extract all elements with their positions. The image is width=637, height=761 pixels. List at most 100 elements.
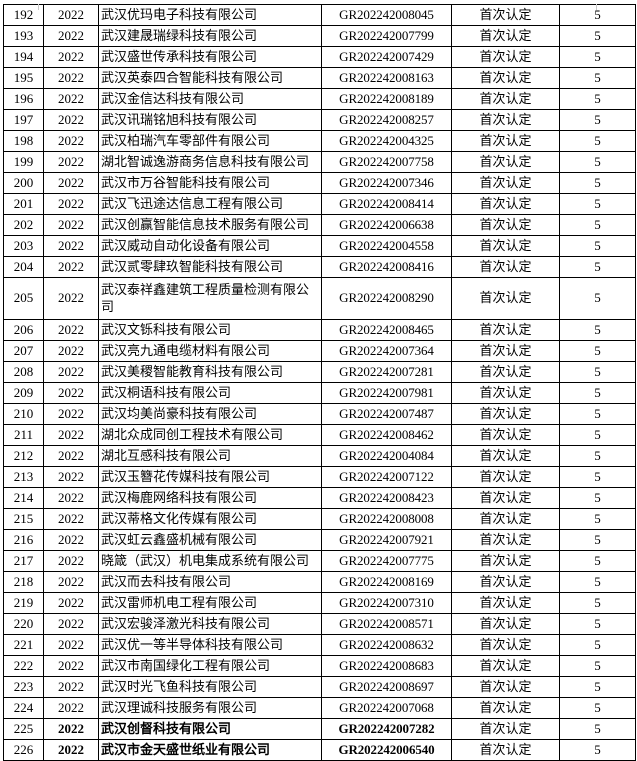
table-row: 214 2022 武汉梅鹿网络科技有限公司 GR202242008423 首次认定 5: [3, 487, 636, 509]
cell-year: 2022: [43, 382, 99, 404]
cell-company-name: 武汉飞迅途达信息工程有限公司: [98, 193, 322, 215]
cell-certification-type: 首次认定: [451, 634, 560, 656]
cell-certification-type: 首次认定: [451, 424, 560, 446]
cell-certificate-number: GR202242007282: [321, 718, 452, 740]
cell-company-name: 武汉亮九通电缆材料有限公司: [98, 340, 322, 362]
cell-certification-type: 首次认定: [451, 277, 560, 320]
cell-certificate-number: GR202242008465: [321, 319, 452, 341]
table-row: 223 2022 武汉时光飞鱼科技有限公司 GR202242008697 首次认定 5: [3, 676, 636, 698]
cell-certificate-number: GR202242007364: [321, 340, 452, 362]
cell-certification-type: 首次认定: [451, 46, 560, 68]
cell-company-name: 湖北智诚逸游商务信息科技有限公司: [98, 151, 322, 173]
cell-sequence-number: 200: [3, 172, 44, 194]
cell-year: 2022: [43, 109, 99, 131]
cell-score: 5: [559, 109, 636, 131]
cell-year: 2022: [43, 529, 99, 551]
cell-certificate-number: GR202242004325: [321, 130, 452, 152]
cell-certification-type: 首次认定: [451, 550, 560, 572]
cell-certificate-number: GR202242008414: [321, 193, 452, 215]
cell-year: 2022: [43, 235, 99, 257]
cell-certification-type: 首次认定: [451, 403, 560, 425]
cell-certification-type: 首次认定: [451, 571, 560, 593]
cell-company-name: 武汉威动自动化设备有限公司: [98, 235, 322, 257]
cell-score: 5: [559, 508, 636, 530]
cell-certificate-number: GR202242006638: [321, 214, 452, 236]
cell-company-name: 湖北互感科技有限公司: [98, 445, 322, 467]
cell-score: 5: [559, 403, 636, 425]
cell-company-name: 晓箴（武汉）机电集成系统有限公司: [98, 550, 322, 572]
cell-certification-type: 首次认定: [451, 193, 560, 215]
table-row: 200 2022 武汉市万谷智能科技有限公司 GR202242007346 首次认定 5: [3, 172, 636, 194]
cell-sequence-number: 192: [3, 4, 44, 26]
cell-certificate-number: GR202242008163: [321, 67, 452, 89]
cell-sequence-number: 218: [3, 571, 44, 593]
cell-certification-type: 首次认定: [451, 340, 560, 362]
page-edge-mark-left: [38, 4, 39, 10]
table-row: 203 2022 武汉威动自动化设备有限公司 GR202242004558 首次认定 5: [3, 235, 636, 257]
cell-certificate-number: GR202242008416: [321, 256, 452, 278]
cell-certification-type: 首次认定: [451, 25, 560, 47]
cell-certification-type: 首次认定: [451, 67, 560, 89]
table-row: 201 2022 武汉飞迅途达信息工程有限公司 GR202242008414 首次认定 5: [3, 193, 636, 215]
table-row: 213 2022 武汉玉簪花传媒科技有限公司 GR202242007122 首次认定 5: [3, 466, 636, 488]
cell-score: 5: [559, 88, 636, 110]
cell-score: 5: [559, 235, 636, 257]
cell-year: 2022: [43, 424, 99, 446]
cell-sequence-number: 220: [3, 613, 44, 635]
cell-company-name: 武汉市金天盛世纸业有限公司: [98, 739, 322, 761]
cell-year: 2022: [43, 67, 99, 89]
cell-certification-type: 首次认定: [451, 718, 560, 740]
table-row: 208 2022 武汉美稷智能教育科技有限公司 GR202242007281 首次认定 5: [3, 361, 636, 383]
cell-certification-type: 首次认定: [451, 88, 560, 110]
cell-score: 5: [559, 256, 636, 278]
cell-certification-type: 首次认定: [451, 361, 560, 383]
cell-year: 2022: [43, 172, 99, 194]
cell-score: 5: [559, 25, 636, 47]
cell-certificate-number: GR202242004558: [321, 235, 452, 257]
cell-score: 5: [559, 529, 636, 551]
cell-certification-type: 首次认定: [451, 109, 560, 131]
cell-certificate-number: GR202242007758: [321, 151, 452, 173]
cell-score: 5: [559, 46, 636, 68]
cell-year: 2022: [43, 403, 99, 425]
cell-score: 5: [559, 676, 636, 698]
cell-certificate-number: GR202242008423: [321, 487, 452, 509]
table-row: 225 2022 武汉创督科技有限公司 GR202242007282 首次认定 5: [3, 718, 636, 740]
cell-company-name: 武汉金信达科技有限公司: [98, 88, 322, 110]
cell-sequence-number: 204: [3, 256, 44, 278]
cell-company-name: 武汉优玛电子科技有限公司: [98, 4, 322, 26]
cell-company-name: 武汉优一等半导体科技有限公司: [98, 634, 322, 656]
cell-sequence-number: 201: [3, 193, 44, 215]
table-row: 206 2022 武汉文铄科技有限公司 GR202242008465 首次认定 5: [3, 319, 636, 341]
cell-sequence-number: 211: [3, 424, 44, 446]
cell-certificate-number: GR202242007981: [321, 382, 452, 404]
cell-certificate-number: GR202242007068: [321, 697, 452, 719]
cell-company-name: 武汉虹云鑫盛机械有限公司: [98, 529, 322, 551]
cell-score: 5: [559, 550, 636, 572]
cell-sequence-number: 209: [3, 382, 44, 404]
cell-score: 5: [559, 130, 636, 152]
cell-company-name: 武汉讯瑞铭旭科技有限公司: [98, 109, 322, 131]
cell-year: 2022: [43, 655, 99, 677]
cell-company-name: 武汉理诚科技服务有限公司: [98, 697, 322, 719]
cell-score: 5: [559, 4, 636, 26]
cell-certification-type: 首次认定: [451, 655, 560, 677]
cell-sequence-number: 223: [3, 676, 44, 698]
cell-sequence-number: 193: [3, 25, 44, 47]
cell-certification-type: 首次认定: [451, 172, 560, 194]
table-row: 215 2022 武汉蒂格文化传媒有限公司 GR202242008008 首次认定 5: [3, 508, 636, 530]
cell-certification-type: 首次认定: [451, 4, 560, 26]
cell-company-name: 武汉建晟瑞绿科技有限公司: [98, 25, 322, 47]
cell-score: 5: [559, 571, 636, 593]
cell-year: 2022: [43, 256, 99, 278]
cell-company-name: 武汉美稷智能教育科技有限公司: [98, 361, 322, 383]
cell-company-name: 武汉时光飞鱼科技有限公司: [98, 676, 322, 698]
cell-sequence-number: 206: [3, 319, 44, 341]
table-row: 192 2022 武汉优玛电子科技有限公司 GR202242008045 首次认定 5: [3, 4, 636, 26]
cell-sequence-number: 208: [3, 361, 44, 383]
cell-certification-type: 首次认定: [451, 319, 560, 341]
cell-company-name: 武汉玉簪花传媒科技有限公司: [98, 466, 322, 488]
cell-year: 2022: [43, 592, 99, 614]
cell-year: 2022: [43, 613, 99, 635]
cell-year: 2022: [43, 571, 99, 593]
